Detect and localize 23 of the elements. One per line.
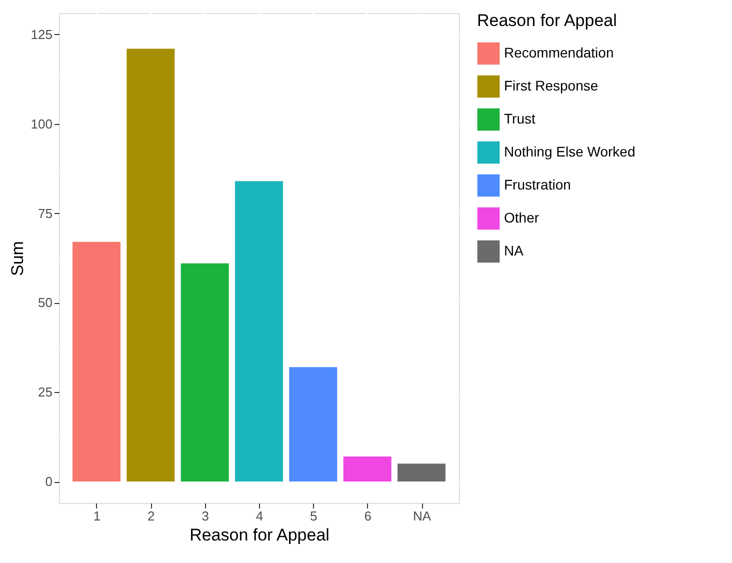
legend-label: Recommendation [504, 44, 614, 60]
x-tick-label: 1 [93, 508, 101, 524]
legend-label: First Response [504, 78, 598, 94]
legend-title: Reason for Appeal [477, 11, 617, 30]
x-tick-label: 4 [256, 508, 264, 524]
y-tick-label: 100 [30, 116, 52, 132]
x-axis-title: Reason for Appeal [190, 526, 330, 544]
y-tick-label: 25 [38, 384, 52, 400]
legend-label: NA [504, 242, 524, 258]
x-tick-label: 6 [364, 508, 372, 524]
legend-label: Frustration [504, 176, 571, 192]
legend-label: Nothing Else Worked [504, 144, 636, 160]
x-tick-label: NA [412, 508, 432, 524]
y-tick-label: 50 [38, 295, 52, 310]
x-tick-label: 5 [310, 508, 318, 524]
legend-label: Other [504, 210, 540, 226]
legend-label: Trust [504, 110, 536, 126]
y-axis-title: Sum [8, 241, 27, 276]
x-tick-label: 2 [148, 508, 155, 524]
y-tick-label: 75 [38, 206, 52, 221]
x-tick-label: 3 [202, 508, 209, 524]
y-tick-label: 125 [30, 26, 52, 42]
y-tick-label: 0 [45, 474, 52, 490]
